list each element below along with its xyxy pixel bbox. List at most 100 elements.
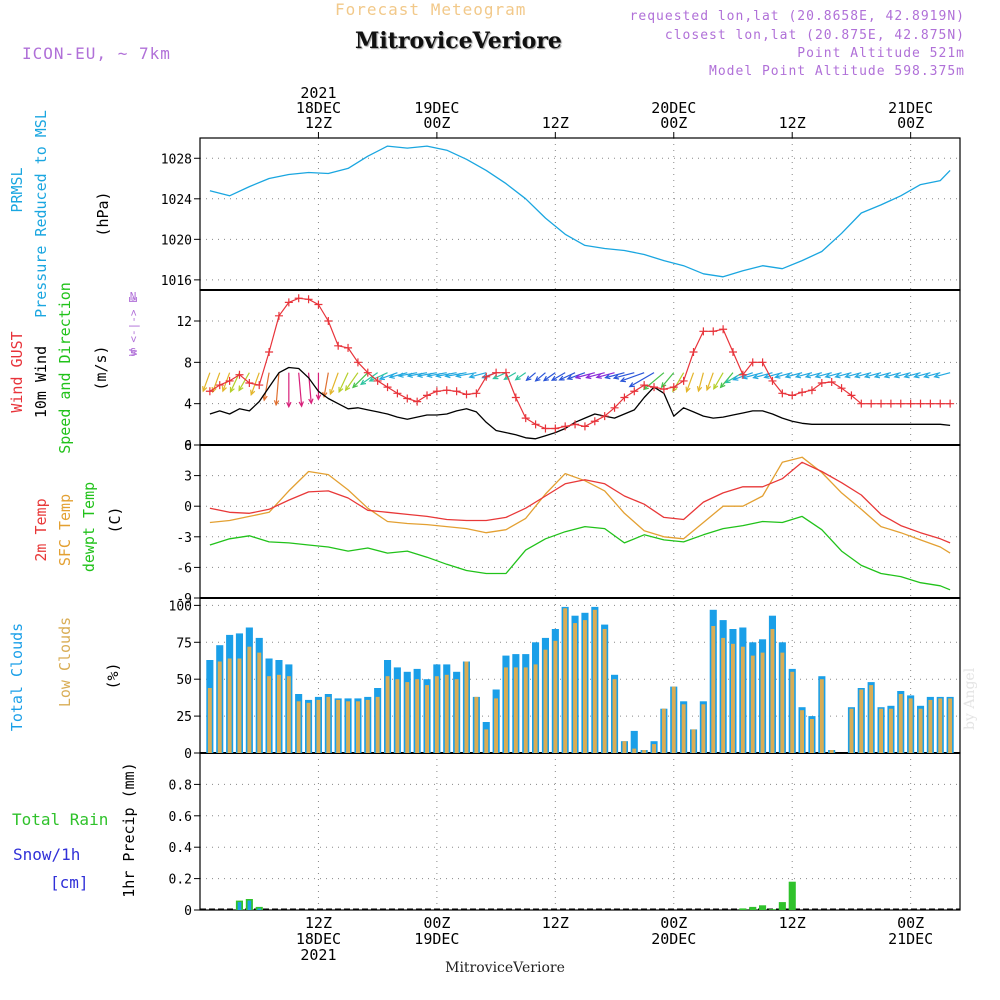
wind-arrow — [416, 372, 437, 378]
wind-arrow — [628, 372, 655, 388]
wind-arrow — [585, 372, 605, 380]
wind-arrow-shaft — [398, 372, 418, 377]
wind-arrow-shaft — [559, 372, 576, 381]
low-clouds-bar — [346, 701, 350, 753]
wind-gust-marker — [709, 327, 718, 336]
time-label-top: 21DEC — [888, 99, 933, 117]
wind-arrow-shaft — [202, 372, 211, 392]
wind-arrow-head — [933, 373, 940, 379]
wind-arrow — [273, 372, 280, 407]
wind-gust-marker — [699, 327, 708, 336]
wind-arrow — [468, 372, 487, 379]
wind-arrow — [923, 372, 941, 379]
wind-arrow-head — [444, 372, 451, 379]
wind-arrow — [406, 372, 428, 378]
wind-arrow — [455, 372, 477, 379]
wind-gust-marker — [314, 300, 323, 309]
wind-arrow — [378, 372, 398, 381]
y-tick-label: 1024 — [161, 193, 192, 208]
low-clouds-bar — [267, 676, 271, 753]
wind-arrow-head — [763, 373, 770, 379]
wind-arrow-head — [273, 400, 280, 407]
wind-arrow-head — [732, 375, 739, 381]
low-clouds-bar — [889, 708, 893, 753]
wind-arrow — [612, 372, 635, 380]
wind-arrow-head — [566, 374, 573, 380]
wind-gust-marker — [630, 387, 639, 396]
low-clouds-bar — [681, 704, 686, 753]
low-clouds-bar — [800, 710, 804, 753]
wind-arrow — [286, 372, 292, 409]
time-label-top: 00Z — [423, 114, 450, 132]
wind-gust-marker — [936, 399, 945, 408]
wind-gust-marker — [501, 368, 510, 377]
ylabel-10m-wind: 10m Wind — [32, 346, 50, 418]
wind-arrow — [298, 372, 304, 408]
ylabel-sfc-temp: SFC Temp — [56, 494, 74, 566]
wind-arrow-shaft — [469, 372, 487, 378]
model-point-altitude: Model Point Altitude 598.375m — [709, 64, 965, 79]
panel-frame — [199, 752, 961, 911]
wind-arrow-shaft — [436, 372, 457, 377]
low-clouds-bar — [395, 679, 400, 753]
wind-arrow — [696, 372, 704, 393]
low-clouds-bar — [504, 667, 508, 753]
wind-gust-marker — [867, 399, 876, 408]
low-clouds-bar — [553, 640, 558, 753]
wind-arrow — [595, 372, 615, 379]
low-clouds-bar — [849, 708, 854, 753]
wind-arrow-head — [834, 373, 841, 379]
wind-arrow — [933, 372, 951, 379]
low-clouds-bar — [642, 750, 647, 753]
low-clouds-bar — [573, 623, 577, 753]
low-clouds-bar — [731, 643, 735, 753]
wind-arrow-head — [286, 401, 292, 409]
wind-gust-marker — [561, 422, 570, 431]
low-clouds-bar — [237, 658, 242, 753]
wind-arrow-shaft — [629, 372, 655, 388]
wind-arrow-head — [352, 382, 358, 389]
wind-gust-marker — [551, 424, 560, 433]
panel-pressure: 1016 1020 1024 1028 — [161, 137, 961, 291]
low-clouds-bar — [356, 701, 360, 753]
ylabel-dewpt-temp: dewpt Temp — [80, 482, 98, 572]
low-clouds-bar — [316, 699, 321, 753]
low-clouds-bar — [612, 679, 617, 753]
y-tick-label: 1016 — [161, 274, 192, 289]
low-clouds-bar — [602, 629, 607, 753]
wind-arrow — [660, 372, 675, 389]
low-clouds-bar — [227, 658, 232, 753]
rain-bar — [768, 909, 776, 910]
wind-arrow-head — [298, 401, 304, 408]
low-clouds-bar — [938, 698, 943, 753]
ylabel-c: (C) — [106, 506, 124, 533]
wind-arrow — [713, 372, 724, 391]
wind-gust-marker — [837, 384, 846, 393]
wind-gust-marker — [383, 383, 392, 392]
wind-gust-marker — [511, 393, 520, 402]
y-tick-label: 1020 — [161, 233, 192, 248]
time-label-bottom: 21DEC — [888, 930, 933, 948]
wind-gust-marker — [373, 376, 382, 385]
wind-arrow-shaft — [753, 372, 773, 379]
ylabel-percent: (%) — [104, 662, 122, 689]
rain-bar — [788, 881, 796, 910]
wind-arrow — [238, 372, 250, 392]
time-label-top: 20DEC — [651, 99, 696, 117]
low-clouds-bar — [750, 655, 755, 753]
rain-bar — [739, 908, 747, 910]
y-tick-label: 12 — [176, 315, 192, 330]
low-clouds-bar — [810, 719, 814, 753]
y-tick-label: 75 — [176, 636, 192, 651]
wind-arrow — [315, 372, 322, 401]
wind-gust-marker — [600, 412, 609, 421]
ylabel-pressure: Pressure Reduced to MSL — [32, 110, 50, 318]
direction-legend-we: W <-|-> E — [127, 296, 140, 356]
low-clouds-bar — [671, 686, 676, 753]
wind-arrow-head — [426, 372, 433, 378]
time-label-top: 2021 — [300, 84, 336, 102]
time-label-top: 18DEC — [296, 99, 341, 117]
wind-arrow-head — [672, 386, 678, 393]
wind-arrow — [514, 372, 527, 381]
wind-arrow-head — [388, 373, 395, 379]
